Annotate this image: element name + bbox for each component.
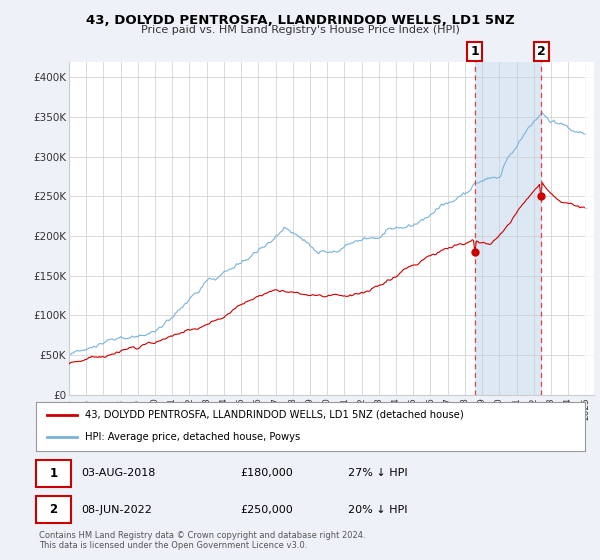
Bar — [475, 62, 541, 395]
Text: 20% ↓ HPI: 20% ↓ HPI — [348, 505, 407, 515]
Text: 08-JUN-2022: 08-JUN-2022 — [81, 505, 152, 515]
Text: 03-AUG-2018: 03-AUG-2018 — [81, 468, 155, 478]
Text: 43, DOLYDD PENTROSFA, LLANDRINDOD WELLS, LD1 5NZ: 43, DOLYDD PENTROSFA, LLANDRINDOD WELLS,… — [86, 14, 514, 27]
Text: Price paid vs. HM Land Registry's House Price Index (HPI): Price paid vs. HM Land Registry's House … — [140, 25, 460, 35]
Text: 2: 2 — [49, 503, 58, 516]
Text: 2: 2 — [537, 45, 546, 58]
Text: 43, DOLYDD PENTROSFA, LLANDRINDOD WELLS, LD1 5NZ (detached house): 43, DOLYDD PENTROSFA, LLANDRINDOD WELLS,… — [85, 410, 464, 420]
Text: HPI: Average price, detached house, Powys: HPI: Average price, detached house, Powy… — [85, 432, 301, 442]
Text: £180,000: £180,000 — [240, 468, 293, 478]
Text: Contains HM Land Registry data © Crown copyright and database right 2024.
This d: Contains HM Land Registry data © Crown c… — [39, 531, 365, 550]
Bar — [586, 62, 596, 395]
Text: 1: 1 — [470, 45, 479, 58]
Text: £250,000: £250,000 — [240, 505, 293, 515]
Text: 27% ↓ HPI: 27% ↓ HPI — [348, 468, 407, 478]
Text: 1: 1 — [49, 466, 58, 480]
